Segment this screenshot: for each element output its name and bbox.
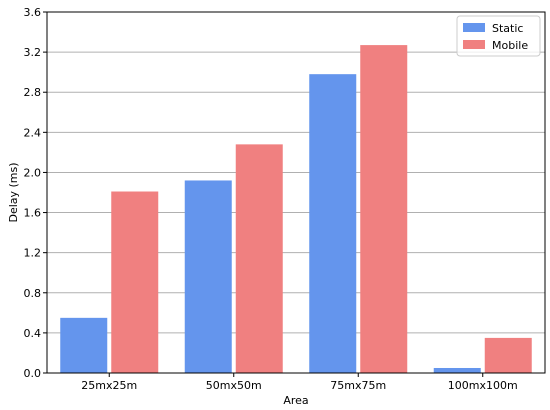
bars: [60, 45, 532, 373]
y-tick-label: 0.4: [24, 327, 42, 340]
bar-static-25mx25m: [60, 317, 108, 373]
x-tick-label: 25mx25m: [81, 379, 137, 392]
x-tick-label: 100mx100m: [448, 379, 518, 392]
y-tick-label: 0.8: [24, 287, 42, 300]
bar-mobile-100mx100m: [484, 337, 532, 373]
y-tick-label: 1.6: [24, 207, 42, 220]
legend-swatch-static: [463, 23, 485, 32]
legend-label-mobile: Mobile: [492, 39, 528, 52]
x-tick-label: 75mx75m: [330, 379, 386, 392]
x-axis-ticks: 25mx25m 50mx50m 75mx75m 100mx100m: [81, 373, 518, 392]
legend-label-static: Static: [492, 22, 523, 35]
y-tick-label: 2.4: [24, 126, 42, 139]
y-axis-title: Delay (ms): [7, 162, 20, 222]
y-tick-label: 1.2: [24, 247, 42, 260]
y-tick-label: 3.2: [24, 46, 42, 59]
y-tick-label: 0.0: [24, 367, 42, 380]
legend: Static Mobile: [456, 15, 541, 57]
bar-mobile-75mx75m: [360, 45, 408, 373]
y-tick-label: 2.8: [24, 86, 42, 99]
y-axis-ticks: 0.0 0.4 0.8 1.2 1.6 2.0 2.4 2.8 3.2 3.6: [24, 6, 47, 380]
x-tick-label: 50mx50m: [206, 379, 262, 392]
bar-static-75mx75m: [309, 74, 357, 373]
plot-frame: [46, 11, 546, 374]
y-tick-label: 2.0: [24, 166, 42, 179]
bar-static-100mx100m: [433, 367, 481, 373]
legend-swatch-mobile: [463, 40, 485, 49]
y-tick-label: 3.6: [24, 6, 42, 19]
bar-mobile-50mx50m: [235, 144, 283, 373]
bar-mobile-25mx25m: [111, 191, 159, 373]
bar-static-50mx50m: [184, 180, 232, 373]
x-axis-title: Area: [283, 394, 308, 407]
